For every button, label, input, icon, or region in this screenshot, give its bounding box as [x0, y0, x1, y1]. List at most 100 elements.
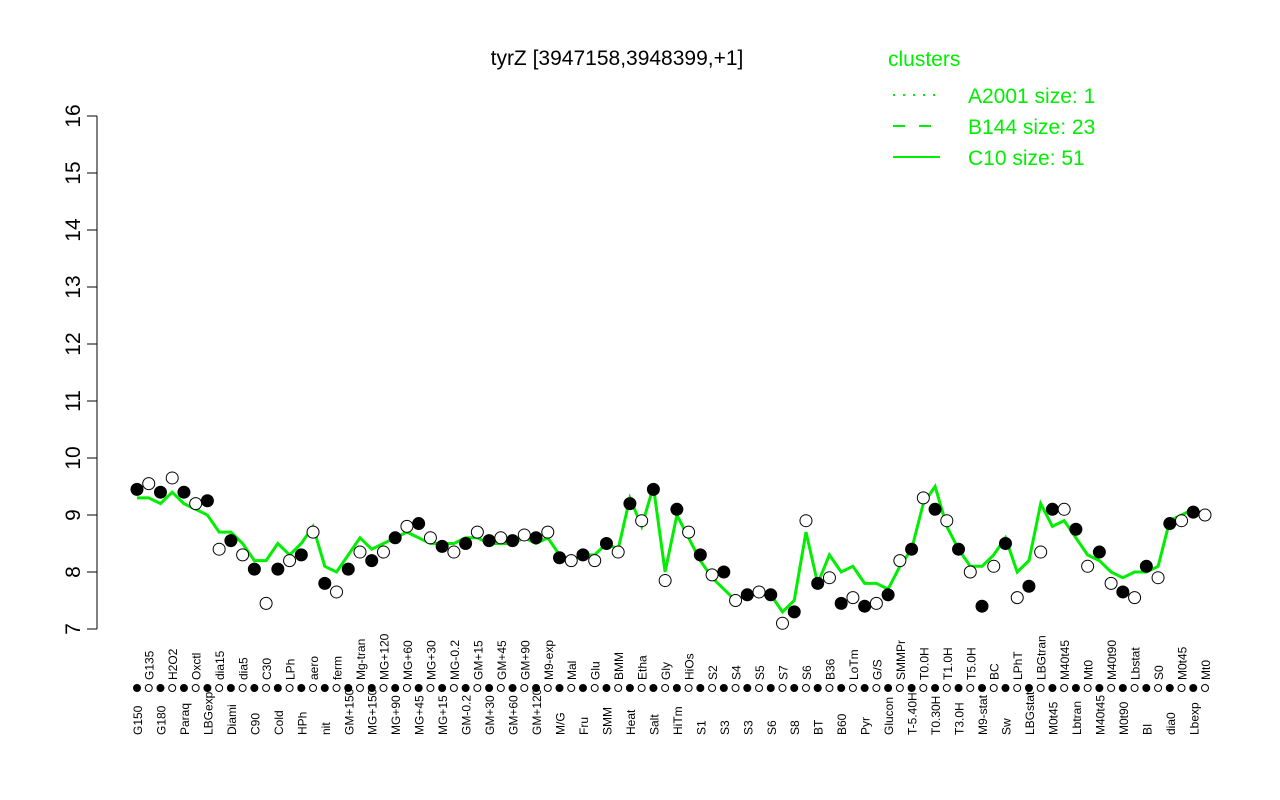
x-tick-label: GM+150: [342, 688, 356, 735]
rug-mark: [438, 684, 447, 692]
data-point: [1034, 545, 1048, 559]
data-point: [1175, 514, 1189, 528]
rug-mark: [813, 684, 822, 692]
rug-mark: [989, 684, 998, 692]
data-point: [611, 545, 625, 559]
x-tick-label: M40t45: [1093, 695, 1107, 735]
data-point: [623, 497, 637, 511]
x-tick-label: G135: [143, 650, 157, 680]
x-tick-label: Salt: [647, 714, 661, 735]
legend-title: clusters: [888, 48, 960, 71]
data-point: [670, 502, 684, 516]
x-tick-label: Mt0: [1199, 660, 1213, 680]
rug-mark: [168, 684, 177, 692]
data-point: [858, 599, 872, 613]
x-tick-label: LBGstat: [1023, 691, 1037, 735]
x-tick-label: GM+30: [483, 695, 497, 735]
data-point: [376, 545, 390, 559]
x-tick-label: M9-exp: [542, 640, 556, 680]
y-tick-label: 7: [62, 623, 85, 635]
x-tick-label: MG+45: [413, 695, 427, 735]
rug-mark: [672, 684, 681, 692]
rug-mark: [355, 684, 364, 692]
rug-mark: [1118, 684, 1127, 692]
rug-mark: [262, 684, 271, 692]
data-point: [998, 537, 1012, 550]
data-point: [764, 588, 778, 602]
rug-mark: [848, 684, 857, 692]
y-tick-label: 13: [62, 275, 85, 298]
data-point: [517, 528, 531, 542]
rug-mark: [543, 684, 552, 692]
data-point: [881, 588, 895, 602]
rug-mark: [332, 684, 341, 692]
data-point: [1104, 576, 1118, 590]
x-tick-label: T3.0H: [953, 702, 967, 735]
data-point: [717, 565, 731, 579]
rug-mark: [907, 684, 916, 692]
rug-mark: [285, 684, 294, 692]
x-tick-label: B36: [823, 658, 837, 680]
x-tick-label: C90: [248, 713, 262, 735]
rug-mark: [872, 684, 881, 692]
x-tick-label: dia5: [237, 657, 251, 680]
x-tick-label: GM+90: [518, 640, 532, 680]
rug-mark: [954, 684, 963, 692]
x-tick-label: Mal: [565, 661, 579, 680]
chart-title: tyrZ [3947158,3948399,+1]: [491, 47, 744, 70]
x-tick-label: S6: [800, 665, 814, 680]
data-point: [834, 596, 848, 610]
data-point: [294, 548, 308, 562]
data-point: [811, 576, 825, 590]
data-point: [224, 534, 238, 548]
rug-mark: [191, 684, 200, 692]
data-point: [740, 588, 754, 602]
rug-mark: [590, 684, 599, 692]
data-point: [588, 554, 602, 568]
x-tick-label: MG+15: [436, 695, 450, 735]
x-tick-label: T1.0H: [941, 647, 955, 680]
data-point: [893, 554, 907, 568]
rug-mark: [273, 684, 282, 692]
data-point: [905, 542, 919, 556]
rug-mark: [1071, 684, 1080, 692]
rug-mark: [778, 684, 787, 692]
data-point: [928, 502, 942, 516]
data-point: [353, 545, 367, 559]
x-tick-label: T5.0H: [964, 647, 978, 680]
x-tick-label: LoTm: [847, 649, 861, 680]
data-point: [646, 482, 660, 496]
rug-mark: [1048, 684, 1057, 692]
rug-mark: [790, 684, 799, 692]
rug-mark: [1189, 684, 1198, 692]
rug-mark: [614, 684, 623, 692]
x-tick-label: S0: [1152, 665, 1166, 680]
rug-mark: [1165, 684, 1174, 692]
x-tick-label: LPhT: [1011, 651, 1025, 680]
data-point: [1045, 502, 1059, 516]
x-tick-label: aero: [307, 656, 321, 680]
y-tick-label: 16: [62, 104, 85, 127]
rug-mark: [1142, 684, 1151, 692]
x-tick-label: BI: [1140, 724, 1154, 735]
x-tick-label: MG+30: [424, 640, 438, 680]
y-tick-label: 14: [62, 218, 85, 242]
rug-mark: [250, 684, 259, 692]
rug-mark: [226, 684, 235, 692]
x-tick-label: S1: [694, 720, 708, 735]
x-tick-label: Glu: [589, 661, 603, 680]
x-tick-label: SMM: [600, 707, 614, 735]
legend-label-c10: C10 size: 51: [968, 147, 1085, 170]
data-point: [541, 525, 555, 539]
data-point: [506, 534, 520, 548]
x-tick-label: Glucon: [882, 697, 896, 735]
y-ticks: 7 8 9 10 11 12 13 14 15 16: [62, 104, 97, 635]
rug-mark: [179, 684, 188, 692]
rug-mark: [297, 684, 306, 692]
data-point: [975, 599, 989, 613]
rug-mark: [578, 684, 587, 692]
data-point: [142, 477, 156, 491]
x-tick-label: GM+60: [507, 695, 521, 735]
data-point: [658, 574, 672, 588]
rug-mark: [414, 684, 423, 692]
